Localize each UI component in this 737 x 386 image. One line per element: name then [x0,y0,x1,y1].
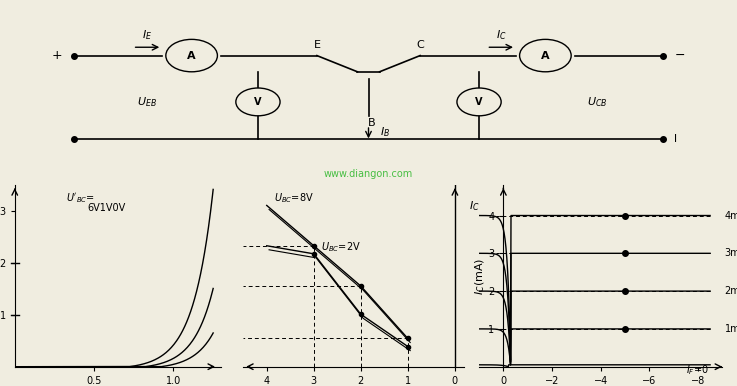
Text: E: E [313,40,321,50]
Text: $U_{EB}$: $U_{EB}$ [137,95,158,109]
Text: V: V [475,97,483,107]
Text: $U_{BC}$=8V: $U_{BC}$=8V [274,191,314,205]
Text: A: A [541,51,550,61]
Text: $I_B$: $I_B$ [380,125,390,139]
Circle shape [236,88,280,116]
Text: C: C [416,40,424,50]
Text: V: V [254,97,262,107]
Text: A: A [187,51,196,61]
Text: 4mA: 4mA [724,210,737,220]
Text: $U'_{BC}$=: $U'_{BC}$= [66,191,95,205]
Text: $U_{BC}$=2V: $U_{BC}$=2V [321,240,361,254]
Circle shape [520,39,571,72]
Text: $I_E$: $I_E$ [142,28,153,42]
Text: −: − [674,49,685,62]
Text: $I_C$: $I_C$ [496,28,506,42]
Text: l: l [674,134,677,144]
Text: 2mA: 2mA [724,286,737,296]
Text: 3mA: 3mA [724,248,737,258]
Text: 6V1V0V: 6V1V0V [87,203,125,213]
Text: B: B [368,118,376,128]
Text: $I_C$(mA): $I_C$(mA) [469,200,506,213]
Circle shape [166,39,217,72]
Circle shape [457,88,501,116]
Text: $U_{CB}$: $U_{CB}$ [587,95,607,109]
Y-axis label: $I_C$(mA): $I_C$(mA) [473,257,486,295]
Text: www.diangon.com: www.diangon.com [324,169,413,179]
Text: $I_F$=0: $I_F$=0 [685,364,708,377]
Text: +: + [52,49,63,62]
Text: 1mA: 1mA [724,324,737,334]
